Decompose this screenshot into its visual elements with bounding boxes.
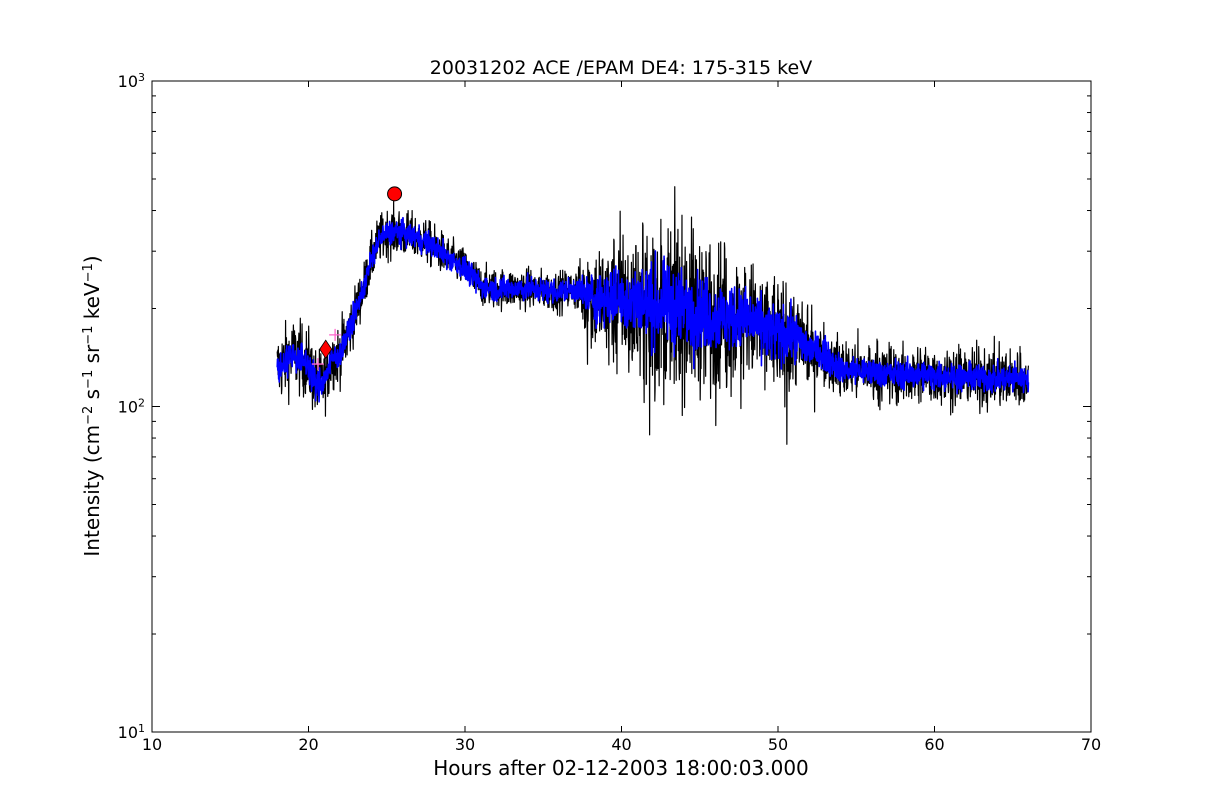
series-line-raw xyxy=(276,186,1029,445)
marker-plus-3 xyxy=(329,328,342,341)
y-label-sup3: −1 xyxy=(81,326,96,345)
series-line-smoothed xyxy=(276,216,1030,403)
y-label-sup4: −1 xyxy=(81,263,96,282)
x-tick-label: 20 xyxy=(298,735,318,754)
x-tick-label: 30 xyxy=(455,735,475,754)
y-label-sr: sr xyxy=(80,344,104,370)
x-tick-label: 10 xyxy=(142,735,162,754)
y-tick-exp: 1 xyxy=(138,722,145,735)
y-tick-base: 10 xyxy=(118,398,138,417)
y-tick-exp: 3 xyxy=(138,71,145,84)
chart-title: 20031202 ACE /EPAM DE4: 175-315 keV xyxy=(430,57,812,79)
y-label-sup2: −1 xyxy=(81,370,96,389)
x-tick-label: 60 xyxy=(924,735,944,754)
y-axis-label: Intensity (cm−2 s−1 sr−1 keV−1) xyxy=(80,255,104,556)
x-tick-label: 50 xyxy=(768,735,788,754)
y-label-prefix: Intensity (cm xyxy=(80,425,104,557)
y-tick-label: 102 xyxy=(118,396,145,417)
y-tick-base: 10 xyxy=(118,72,138,91)
y-label-s: s xyxy=(80,389,104,406)
y-tick-exp: 2 xyxy=(138,396,145,409)
y-tick-base: 10 xyxy=(118,723,138,742)
peak-marker-circle xyxy=(387,186,403,202)
marker-plus-2 xyxy=(311,358,324,371)
plot-data xyxy=(276,186,1030,445)
x-tick-label: 40 xyxy=(611,735,631,754)
y-tick-label: 103 xyxy=(118,71,145,92)
x-tick-label: 70 xyxy=(1081,735,1101,754)
y-label-suffix: ) xyxy=(80,255,104,263)
y-label-sup1: −2 xyxy=(81,406,96,425)
y-label-kev: keV xyxy=(80,282,104,326)
onset-marker-diamond xyxy=(319,339,333,359)
y-tick-label: 101 xyxy=(118,722,145,743)
x-axis-label: Hours after 02-12-2003 18:00:03.000 xyxy=(433,756,809,780)
